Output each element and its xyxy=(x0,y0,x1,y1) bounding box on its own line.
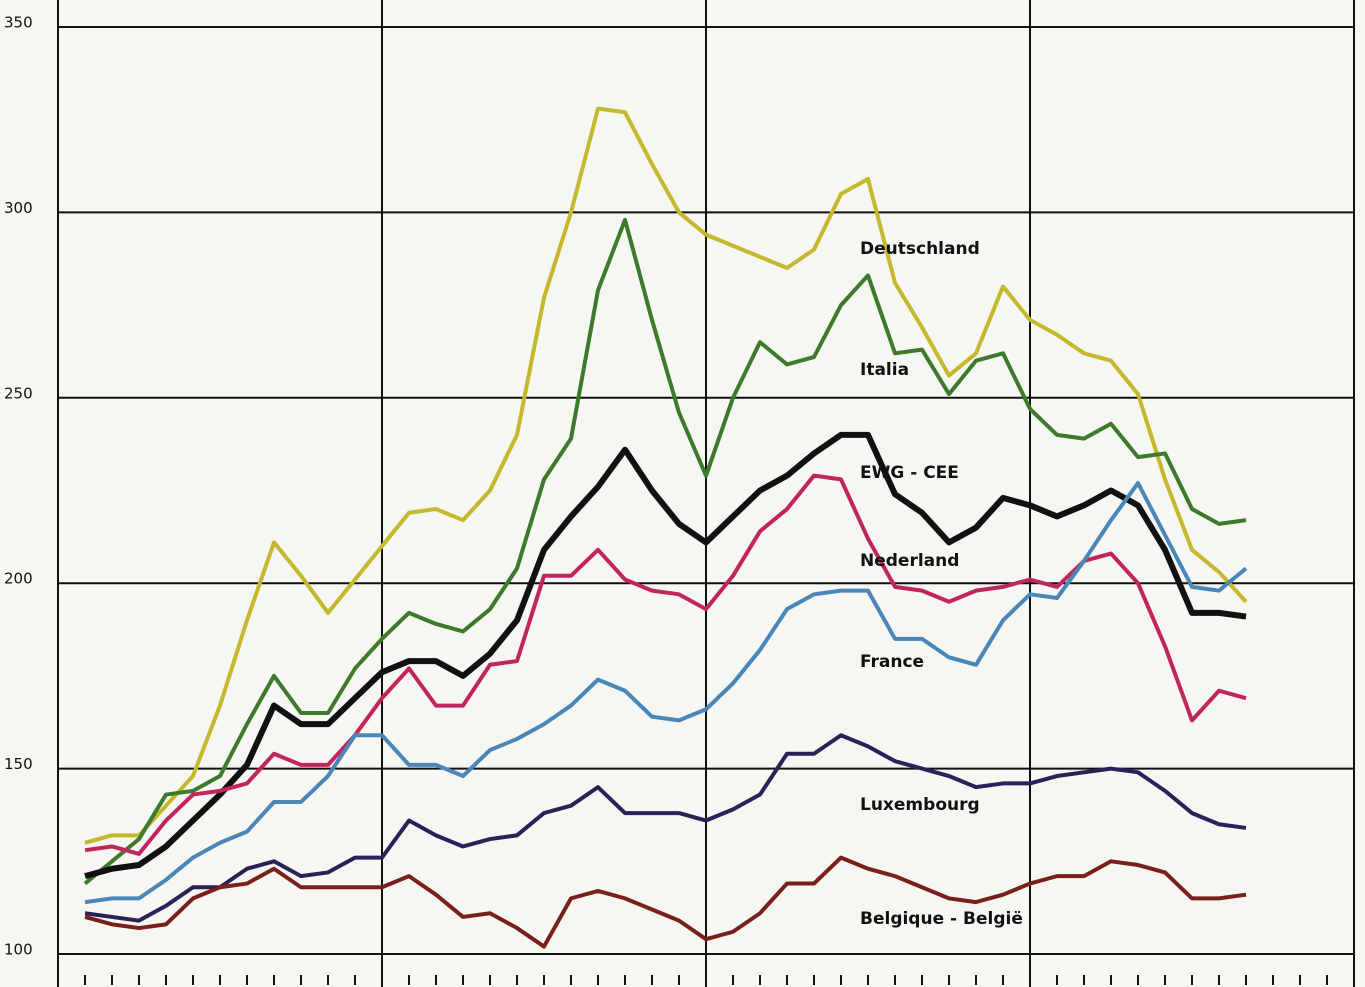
y-tick-label: 250 xyxy=(4,384,33,402)
series-line xyxy=(84,473,1247,856)
y-tick-label: 100 xyxy=(4,941,33,959)
series-label: Nederland xyxy=(860,551,959,571)
series-line xyxy=(83,217,1247,886)
y-tick-label: 200 xyxy=(4,570,33,588)
series-line xyxy=(84,106,1248,845)
y-tick-label: 300 xyxy=(4,199,33,217)
series-label: Belgique - België xyxy=(860,909,1023,929)
series-line xyxy=(84,855,1247,949)
series-label: Italia xyxy=(860,360,909,380)
series-label: Deutschland xyxy=(860,239,980,259)
y-tick-label: 150 xyxy=(4,755,33,773)
series-line xyxy=(84,733,1247,923)
series-line xyxy=(84,481,1248,905)
series-label: France xyxy=(860,652,924,672)
series-label: Luxembourg xyxy=(860,795,980,815)
series-line xyxy=(84,431,1247,880)
y-tick-label: 350 xyxy=(4,14,33,32)
series-label: EWG - CEE xyxy=(860,463,959,483)
